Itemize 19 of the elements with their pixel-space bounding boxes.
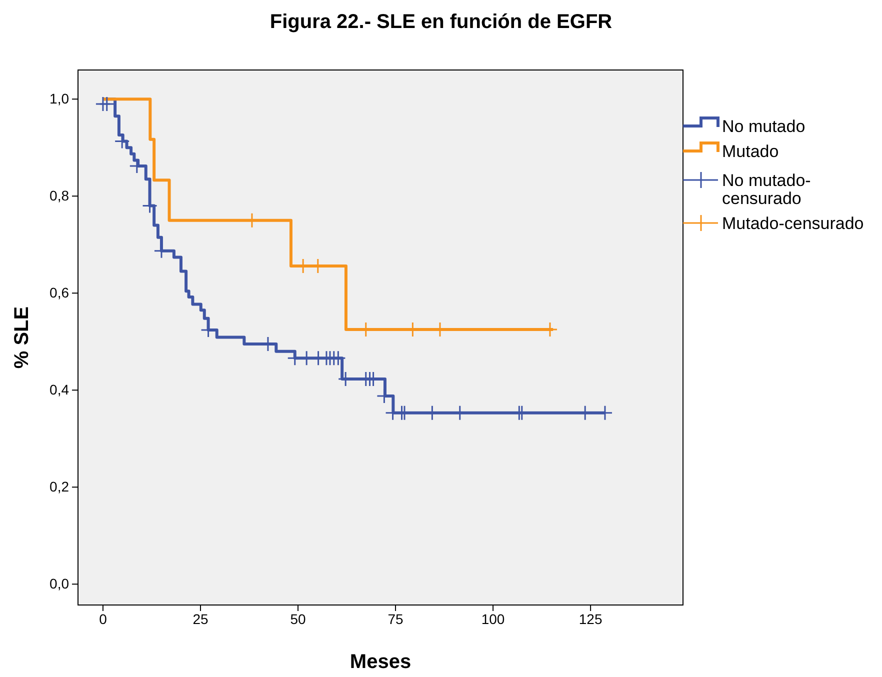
x-tick-label: 75	[388, 610, 404, 627]
y-axis-title: % SLE	[11, 306, 33, 369]
legend-label: No mutado	[722, 117, 806, 136]
y-tick-label: 0,6	[50, 284, 70, 301]
y-tick-label: 0,8	[50, 188, 70, 204]
x-tick-label: 25	[192, 610, 208, 627]
legend-label: No mutado-censurado	[722, 171, 811, 208]
x-axis-title: Meses	[350, 651, 412, 673]
x-tick-label: 125	[578, 610, 602, 627]
legend-label: Mutado	[722, 142, 779, 161]
x-tick-label: 50	[290, 610, 306, 627]
x-tick-label: 100	[481, 610, 505, 627]
y-tick-label: 0,0	[50, 576, 70, 592]
chart-title: Figura 22.- SLE en función de EGFR	[270, 11, 613, 33]
y-tick-label: 1,0	[50, 90, 70, 107]
legend-label: Mutado-censurado	[722, 214, 864, 233]
y-tick-label: 0,4	[50, 382, 70, 398]
x-tick-label: 0	[99, 610, 108, 627]
y-tick-label: 0,2	[50, 478, 70, 495]
